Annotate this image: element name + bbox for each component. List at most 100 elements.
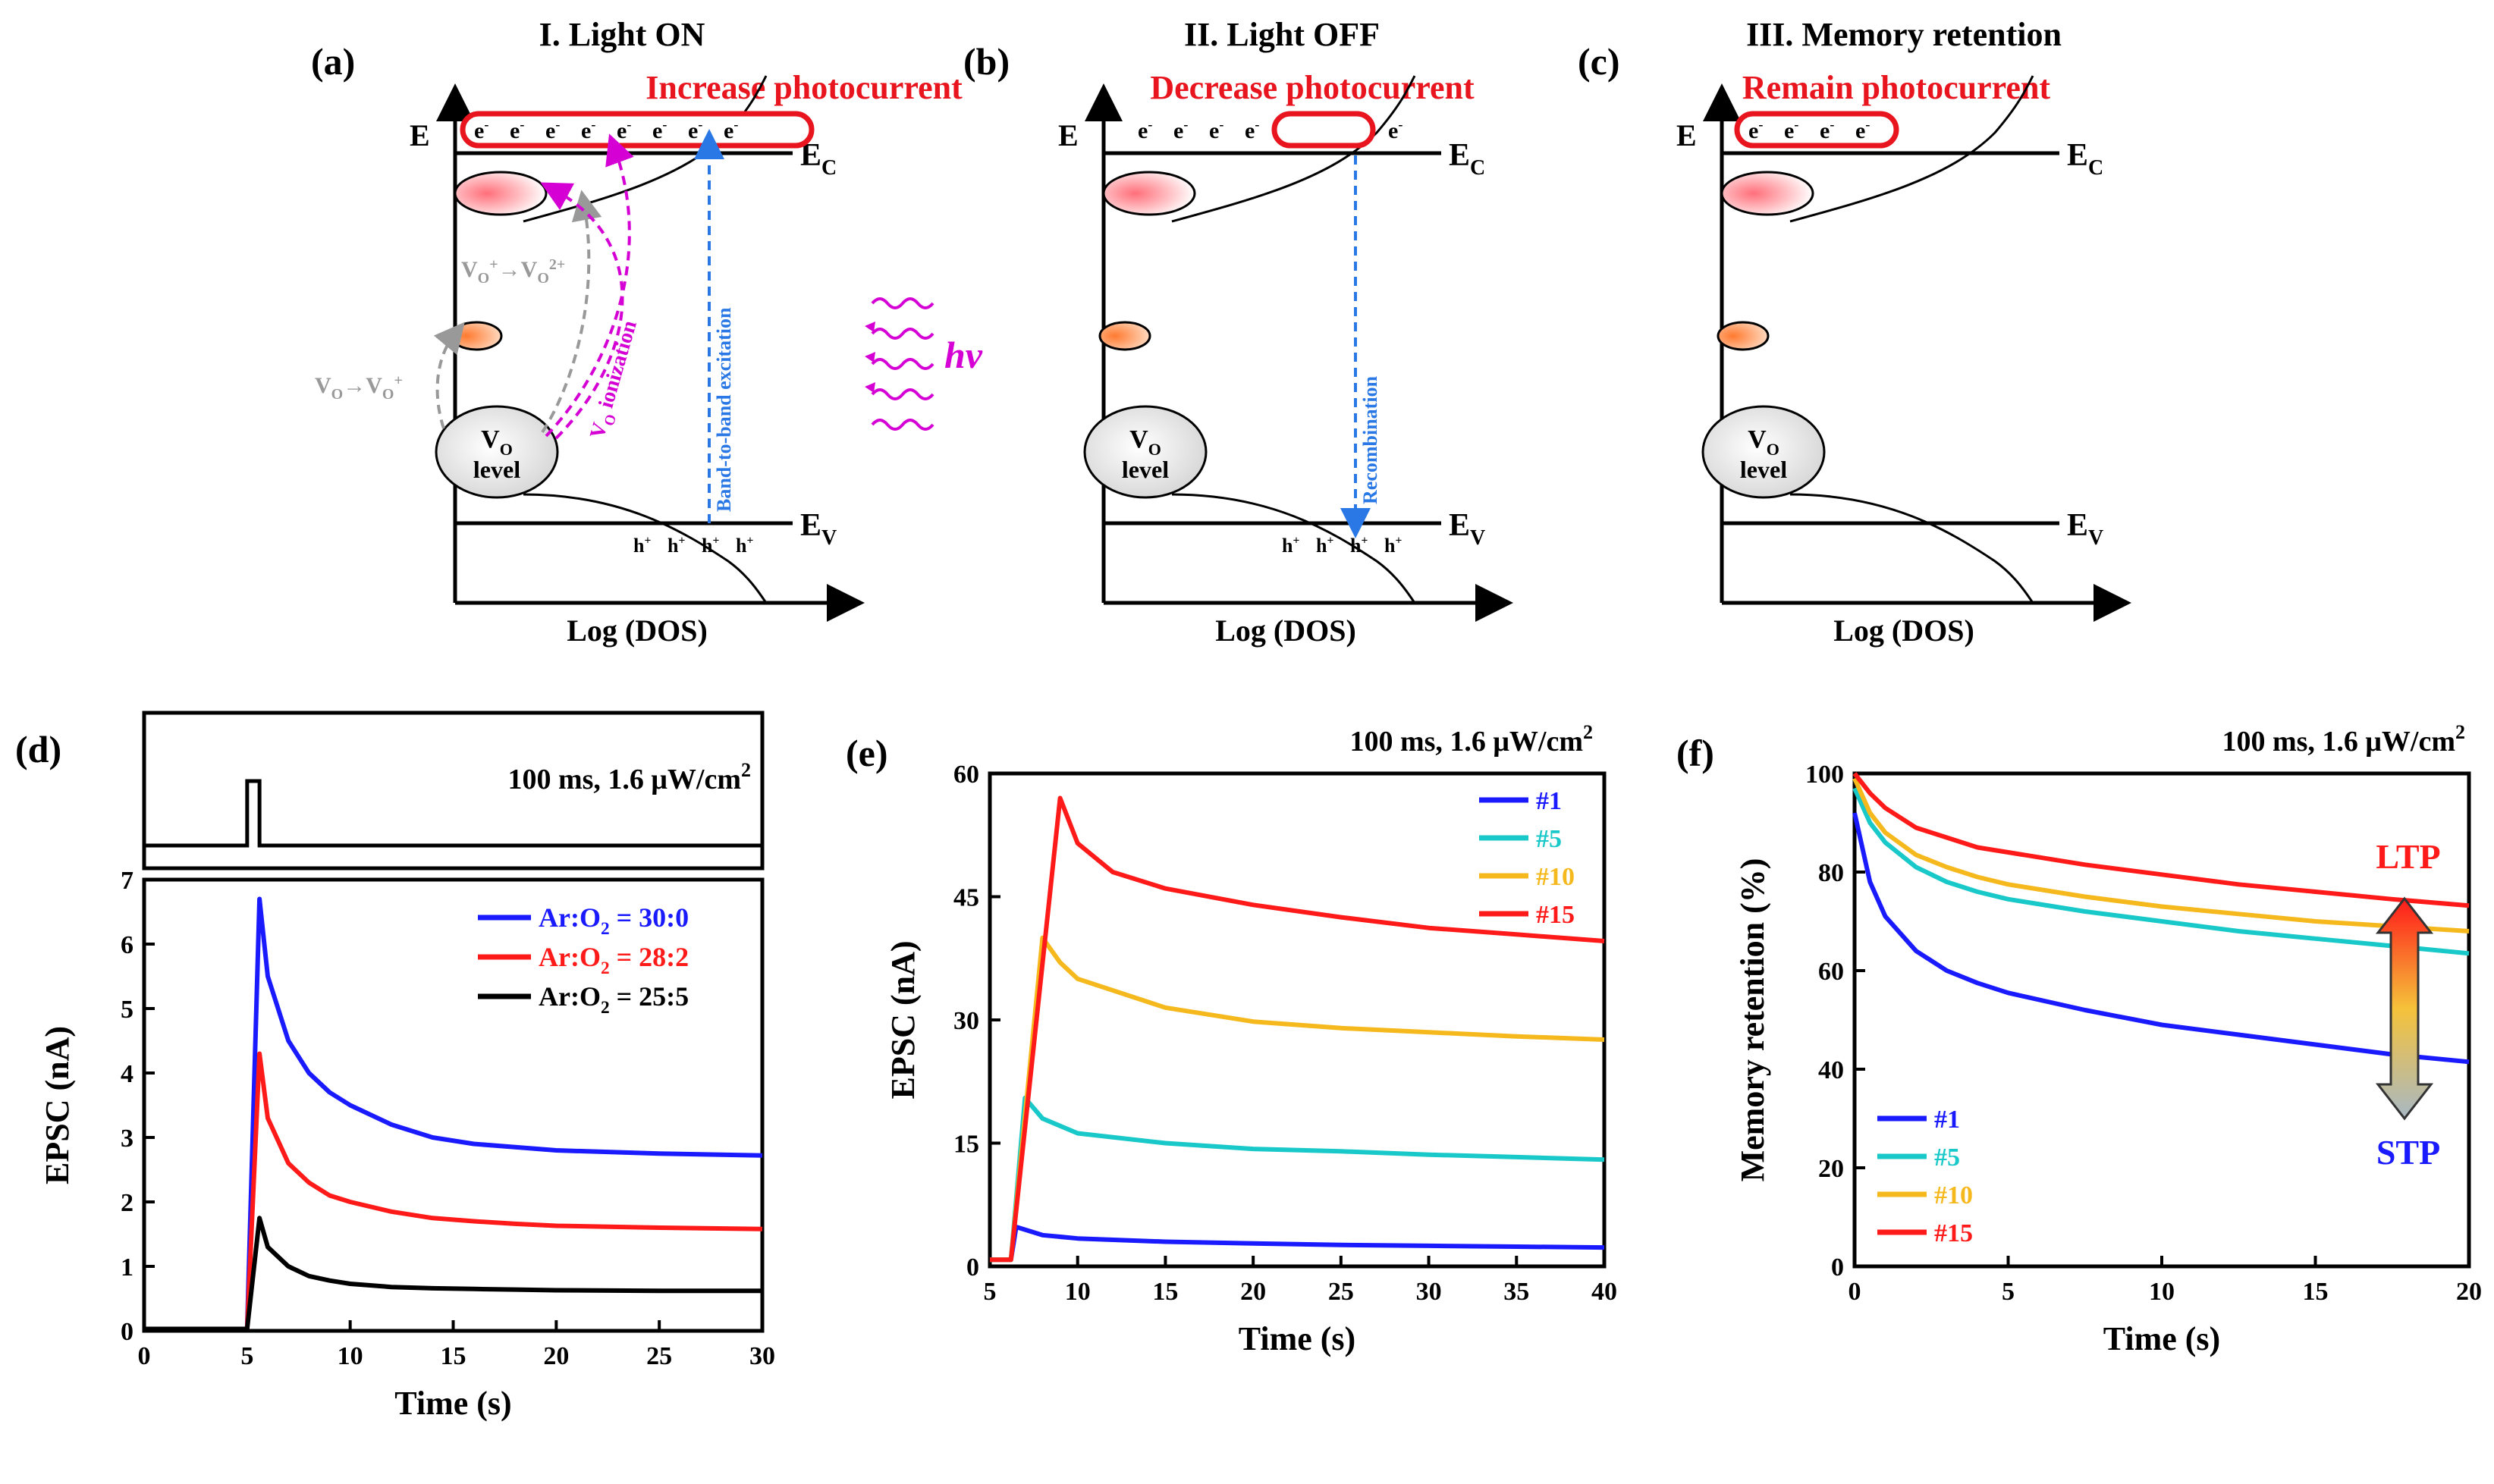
- panel-b: (b) II. Light OFF Decrease photocurrent …: [963, 16, 1513, 648]
- panel-d-label: (d): [15, 728, 61, 770]
- x-axis-label: Time (s): [1239, 1320, 1355, 1357]
- panel-a-shallow-state: [454, 171, 548, 216]
- electron: e-: [1245, 117, 1259, 143]
- y-tick-label: 60: [1818, 958, 1844, 986]
- panel-c-vo-level: [1701, 405, 1826, 499]
- panel-c-title: III. Memory retention: [1746, 16, 2062, 53]
- panel-c-xlabel: Log (DOS): [1833, 613, 1974, 648]
- electron: e-: [1388, 117, 1402, 143]
- panel-d: (d) 100 ms, 1.6 μW/cm2 0 5 10 15 20 25 30 0 1 2 3 4…: [15, 711, 775, 1422]
- electron: e-: [1820, 117, 1834, 143]
- y-tick-label: 5: [121, 996, 133, 1024]
- panel-f-condition: 100 ms, 1.6 μW/cm2: [2222, 721, 2465, 758]
- panel-a-trans2-label: VO+→VO2+: [461, 256, 565, 287]
- x-tick-label: 5: [240, 1342, 253, 1370]
- x-axis-label: Time (s): [394, 1385, 511, 1422]
- electron: e-: [1209, 117, 1223, 143]
- panel-a: (a) I. Light ON Increase photocurrent E …: [311, 16, 983, 648]
- hole: h+: [1282, 535, 1299, 557]
- panel-a-ionization-label: VO ionization: [586, 318, 646, 443]
- panel-a-xlabel: Log (DOS): [567, 613, 708, 648]
- series-line-2: [1852, 787, 2470, 956]
- panel-a-holes: h+ h+ h+ h+: [633, 535, 753, 557]
- panel-b-shallow-state: [1102, 171, 1196, 216]
- legend-label: #15: [1934, 1219, 1973, 1247]
- panel-a-label: (a): [311, 40, 355, 83]
- panel-f-ltp-stp-arrow: [2375, 896, 2434, 1121]
- electron: e-: [581, 117, 595, 143]
- series-line-4: [990, 795, 1605, 1263]
- electron: e-: [545, 117, 560, 143]
- panel-c-e-label: E: [1676, 118, 1697, 152]
- electron: e-: [1784, 117, 1798, 143]
- panel-b-ec-label: EC: [1449, 138, 1485, 180]
- panel-c-ec-label: EC: [2067, 138, 2103, 180]
- panel-d-pulse-trace: [144, 779, 762, 848]
- legend-label: #5: [1934, 1144, 1960, 1172]
- series-line-1: [144, 896, 763, 1332]
- panel-b-mid-state: [1098, 321, 1151, 351]
- panel-b-level-label: level: [1122, 456, 1169, 483]
- panel-c-electron-pill: [1734, 111, 1899, 149]
- x-tick-label: 5: [984, 1278, 997, 1306]
- panel-f-stp-label: STP: [2376, 1133, 2440, 1172]
- panel-a-vo-label: VO: [481, 425, 513, 459]
- panel-c-ev-label: EV: [2067, 508, 2103, 550]
- electron: e-: [1748, 117, 1763, 143]
- panel-b-vo-level: [1083, 405, 1208, 499]
- x-tick-label: 15: [2303, 1278, 2329, 1306]
- hole: h+: [1316, 535, 1333, 557]
- y-tick-label: 15: [953, 1131, 979, 1159]
- panel-f-ltp-label: LTP: [2376, 837, 2440, 876]
- x-tick-label: 10: [338, 1342, 363, 1370]
- panel-a-vo-ionization-arrow: [545, 133, 634, 438]
- y-tick-label: 40: [1818, 1056, 1844, 1084]
- legend-label: #5: [1536, 825, 1562, 853]
- hole: h+: [633, 535, 651, 557]
- series-line-3: [990, 935, 1605, 1263]
- panel-f-chart: 0 5 10 15 20 0 20 40 60 80 100 Time (s) Memory reten…: [1734, 761, 2482, 1357]
- x-tick-label: 20: [543, 1342, 569, 1370]
- panel-a-level-label: level: [473, 456, 520, 483]
- electron: e-: [1855, 117, 1870, 143]
- y-tick-label: 45: [953, 884, 979, 912]
- x-tick-label: 25: [646, 1342, 672, 1370]
- hole: h+: [667, 535, 685, 557]
- x-tick-label: 20: [1240, 1278, 1266, 1306]
- panel-c-vb-dos-curve: [1789, 493, 2034, 604]
- panel-c-cb-dos-curve: [1789, 75, 2034, 223]
- series-line-2: [990, 1095, 1605, 1263]
- x-axis-label: Time (s): [2103, 1320, 2220, 1357]
- panel-b-banner: Decrease photocurrent: [1150, 69, 1475, 106]
- panel-e-chart: 5 10 15 20 25 30 35 40 0 15 30 45 60 Time (s) EPSC (nA…: [884, 761, 1617, 1357]
- series-line-3: [1852, 777, 2470, 933]
- x-tick-label: 0: [138, 1342, 151, 1370]
- y-tick-label: 7: [121, 867, 133, 895]
- panel-c-mid-state: [1717, 321, 1770, 351]
- y-tick-label: 100: [1805, 761, 1844, 789]
- x-tick-label: 20: [2456, 1278, 2482, 1306]
- panel-f: (f) 100 ms, 1.6 μW/cm2 0 5 10 15 20 0 20 40 60 80…: [1676, 721, 2482, 1357]
- electron: e-: [510, 117, 524, 143]
- panel-d-condition: 100 ms, 1.6 μW/cm2: [507, 759, 751, 795]
- y-axis-label: Memory retention (%): [1734, 858, 1771, 1182]
- electron: e-: [1173, 117, 1188, 143]
- y-tick-label: 0: [121, 1318, 133, 1346]
- hole: h+: [1350, 535, 1368, 557]
- panel-e-label: (e): [846, 732, 888, 774]
- panel-a-vb-dos-curve: [523, 493, 768, 604]
- electron: e-: [652, 117, 667, 143]
- panel-b-cb-dos-curve: [1171, 75, 1416, 223]
- x-tick-label: 10: [1065, 1278, 1091, 1306]
- y-tick-label: 20: [1818, 1155, 1844, 1183]
- x-tick-label: 15: [1152, 1278, 1178, 1306]
- series-line-2: [144, 1051, 763, 1332]
- panel-a-banner: Increase photocurrent: [645, 69, 963, 106]
- panel-b-vb-dos-curve: [1171, 493, 1416, 604]
- y-tick-label: 4: [121, 1060, 133, 1088]
- panel-b-recombination-label: Recombination: [1359, 375, 1381, 504]
- x-tick-label: 10: [2149, 1278, 2175, 1306]
- panel-a-mid-state: [450, 321, 503, 351]
- y-tick-label: 30: [953, 1007, 979, 1035]
